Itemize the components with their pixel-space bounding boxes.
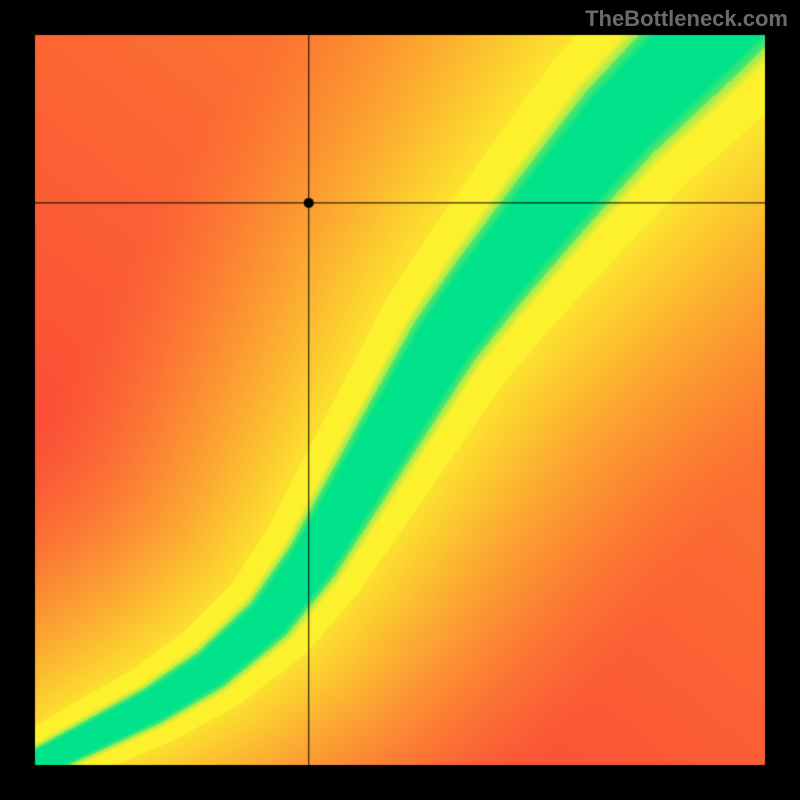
bottleneck-heatmap <box>0 0 800 800</box>
watermark-text: TheBottleneck.com <box>585 6 788 32</box>
chart-container: TheBottleneck.com <box>0 0 800 800</box>
